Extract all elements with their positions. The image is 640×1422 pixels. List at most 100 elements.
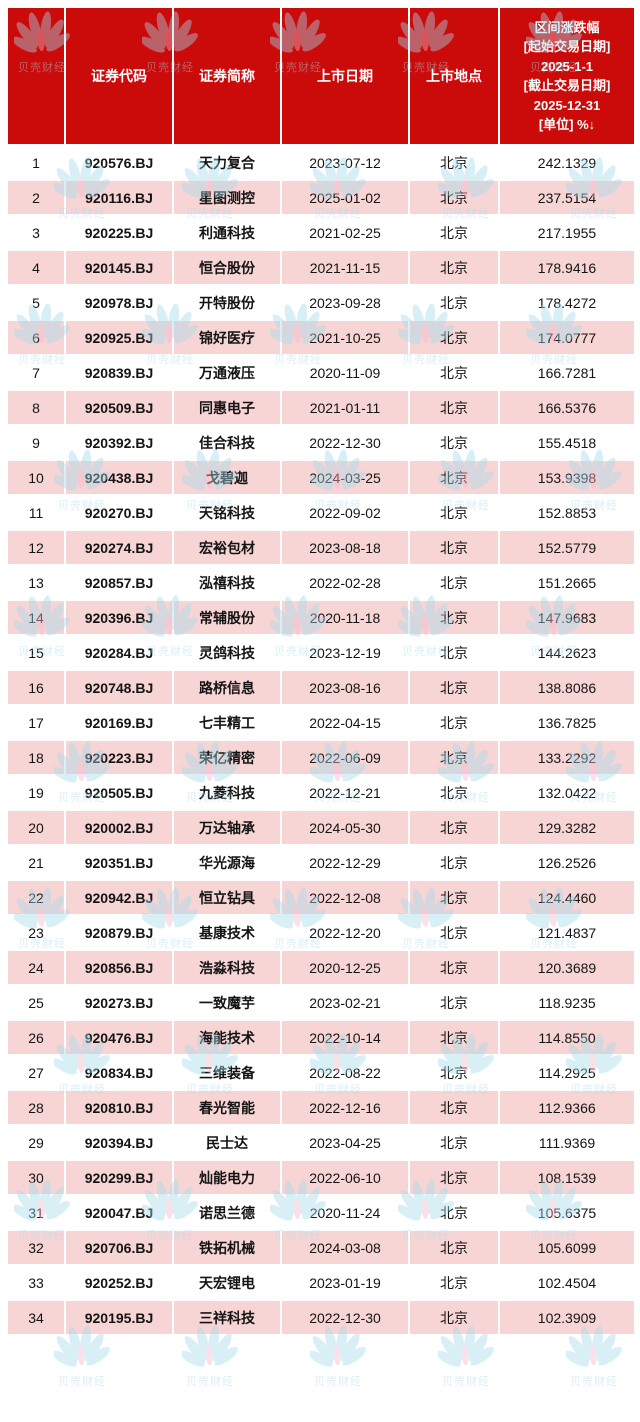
change-cell: 166.7281	[498, 354, 636, 391]
place-cell: 北京	[408, 1299, 500, 1336]
header-change-line: 区间涨跌幅	[534, 19, 600, 35]
change-cell: 133.2292	[498, 739, 636, 776]
change-cell: 124.4460	[498, 879, 636, 916]
change-cell: 147.9683	[498, 599, 636, 636]
header-change-line: 2025-12-31	[533, 97, 601, 113]
code-cell: 920857.BJ	[64, 564, 174, 601]
code-cell: 920195.BJ	[64, 1299, 174, 1336]
change-cell: 138.8086	[498, 669, 636, 706]
table-row: 10 920438.BJ 戈碧迦 2024-03-25 北京 153.9398	[6, 459, 636, 496]
row-index-cell: 26	[6, 1019, 66, 1056]
change-cell: 108.1539	[498, 1159, 636, 1196]
name-cell: 星图测控	[172, 179, 282, 216]
date-cell: 2022-08-22	[280, 1054, 410, 1091]
table-row: 25 920273.BJ 一致魔芋 2023-02-21 北京 118.9235	[6, 984, 636, 1021]
table-row: 22 920942.BJ 恒立钻具 2022-12-08 北京 124.4460	[6, 879, 636, 916]
table-row: 6 920925.BJ 锦好医疗 2021-10-25 北京 174.0777	[6, 319, 636, 356]
row-index-cell: 2	[6, 179, 66, 216]
place-cell: 北京	[408, 914, 500, 951]
name-cell: 民士达	[172, 1124, 282, 1161]
name-cell: 天宏锂电	[172, 1264, 282, 1301]
change-cell: 153.9398	[498, 459, 636, 496]
code-cell: 920476.BJ	[64, 1019, 174, 1056]
code-cell: 920942.BJ	[64, 879, 174, 916]
change-cell: 112.9366	[498, 1089, 636, 1126]
table-row: 34 920195.BJ 三祥科技 2022-12-30 北京 102.3909	[6, 1299, 636, 1336]
change-cell: 237.5154	[498, 179, 636, 216]
date-cell: 2022-09-02	[280, 494, 410, 531]
date-cell: 2023-12-19	[280, 634, 410, 671]
place-cell: 北京	[408, 249, 500, 286]
table-row: 20 920002.BJ 万达轴承 2024-05-30 北京 129.3282	[6, 809, 636, 846]
change-cell: 126.2526	[498, 844, 636, 881]
name-cell: 锦好医疗	[172, 319, 282, 356]
change-cell: 102.4504	[498, 1264, 636, 1301]
table-row: 23 920879.BJ 基康技术 2022-12-20 北京 121.4837	[6, 914, 636, 951]
change-cell: 121.4837	[498, 914, 636, 951]
place-cell: 北京	[408, 214, 500, 251]
table-row: 15 920284.BJ 灵鸽科技 2023-12-19 北京 144.2623	[6, 634, 636, 671]
place-cell: 北京	[408, 809, 500, 846]
date-cell: 2022-10-14	[280, 1019, 410, 1056]
code-cell: 920299.BJ	[64, 1159, 174, 1196]
code-cell: 920706.BJ	[64, 1229, 174, 1266]
place-cell: 北京	[408, 389, 500, 426]
name-cell: 佳合科技	[172, 424, 282, 461]
name-cell: 天铭科技	[172, 494, 282, 531]
date-cell: 2023-01-19	[280, 1264, 410, 1301]
change-cell: 152.8853	[498, 494, 636, 531]
change-cell: 114.2925	[498, 1054, 636, 1091]
row-index-cell: 7	[6, 354, 66, 391]
row-index-cell: 13	[6, 564, 66, 601]
code-cell: 920856.BJ	[64, 949, 174, 986]
row-index-cell: 30	[6, 1159, 66, 1196]
place-cell: 北京	[408, 284, 500, 321]
row-index-cell: 3	[6, 214, 66, 251]
date-cell: 2025-01-02	[280, 179, 410, 216]
date-cell: 2020-12-25	[280, 949, 410, 986]
name-cell: 同惠电子	[172, 389, 282, 426]
code-cell: 920748.BJ	[64, 669, 174, 706]
name-cell: 万达轴承	[172, 809, 282, 846]
row-index-cell: 12	[6, 529, 66, 566]
name-cell: 铁拓机械	[172, 1229, 282, 1266]
date-cell: 2022-12-30	[280, 424, 410, 461]
row-index-cell: 17	[6, 704, 66, 741]
row-index-cell: 6	[6, 319, 66, 356]
table-row: 13 920857.BJ 泓禧科技 2022-02-28 北京 151.2665	[6, 564, 636, 601]
change-cell: 178.9416	[498, 249, 636, 286]
row-index-cell: 28	[6, 1089, 66, 1126]
code-cell: 920223.BJ	[64, 739, 174, 776]
place-cell: 北京	[408, 459, 500, 496]
table-row: 31 920047.BJ 诺思兰德 2020-11-24 北京 105.6375	[6, 1194, 636, 1231]
code-cell: 920810.BJ	[64, 1089, 174, 1126]
date-cell: 2023-08-16	[280, 669, 410, 706]
name-cell: 七丰精工	[172, 704, 282, 741]
change-cell: 105.6099	[498, 1229, 636, 1266]
table-row: 11 920270.BJ 天铭科技 2022-09-02 北京 152.8853	[6, 494, 636, 531]
table-header: 证券代码 证券简称 上市日期 上市地点 区间涨跌幅 [起始交易日期] 2025-1-…	[6, 6, 636, 146]
table-row: 30 920299.BJ 灿能电力 2022-06-10 北京 108.1539	[6, 1159, 636, 1196]
header-place: 上市地点	[408, 6, 500, 146]
table-row: 28 920810.BJ 春光智能 2022-12-16 北京 112.9366	[6, 1089, 636, 1126]
place-cell: 北京	[408, 1089, 500, 1126]
date-cell: 2021-02-25	[280, 214, 410, 251]
row-index-cell: 20	[6, 809, 66, 846]
place-cell: 北京	[408, 669, 500, 706]
header-index	[6, 6, 66, 146]
date-cell: 2024-03-08	[280, 1229, 410, 1266]
code-cell: 920505.BJ	[64, 774, 174, 811]
row-index-cell: 10	[6, 459, 66, 496]
date-cell: 2020-11-24	[280, 1194, 410, 1231]
code-cell: 920270.BJ	[64, 494, 174, 531]
name-cell: 华光源海	[172, 844, 282, 881]
code-cell: 920274.BJ	[64, 529, 174, 566]
name-cell: 常辅股份	[172, 599, 282, 636]
change-cell: 242.1329	[498, 144, 636, 181]
place-cell: 北京	[408, 1194, 500, 1231]
place-cell: 北京	[408, 774, 500, 811]
table-row: 24 920856.BJ 浩淼科技 2020-12-25 北京 120.3689	[6, 949, 636, 986]
code-cell: 920252.BJ	[64, 1264, 174, 1301]
date-cell: 2022-12-16	[280, 1089, 410, 1126]
row-index-cell: 9	[6, 424, 66, 461]
